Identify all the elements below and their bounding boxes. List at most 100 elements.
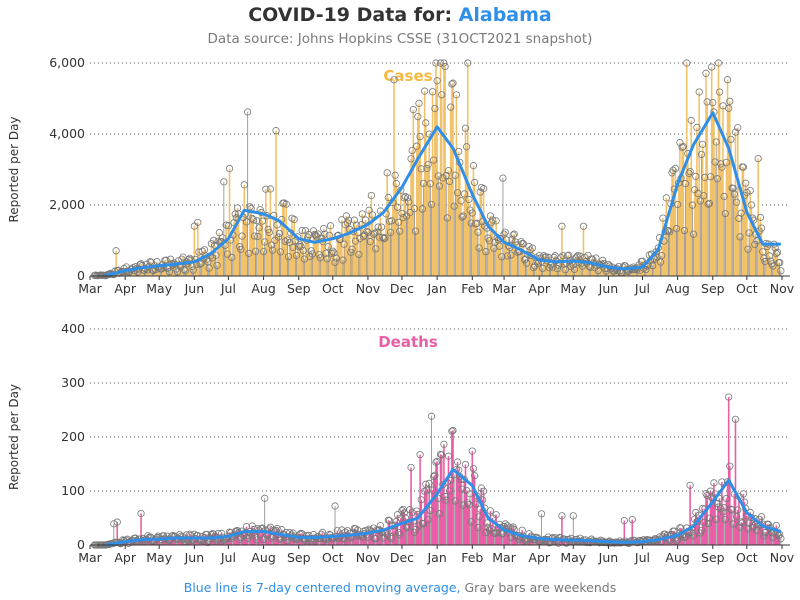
daily-marker [653, 253, 661, 261]
daily-marker [467, 518, 475, 526]
daily-marker [727, 505, 735, 513]
panel-cases: 0 2,000 4,000 6,000 Cases Reported per Day Mar… [7, 55, 795, 296]
daily-marker [642, 265, 650, 274]
daily-marker [489, 216, 497, 224]
daily-marker [212, 251, 220, 259]
daily-marker [495, 242, 504, 250]
daily-marker [381, 234, 389, 242]
daily-marker [373, 228, 381, 236]
daily-marker [315, 251, 323, 259]
daily-marker [475, 244, 483, 252]
daily-marker [714, 503, 723, 511]
daily-marker [432, 59, 440, 67]
daily-marker [451, 497, 459, 505]
daily-marker [751, 240, 759, 249]
daily-marker [324, 243, 332, 251]
daily-marker [396, 227, 404, 235]
y-tick-label: 4,000 [49, 126, 85, 141]
daily-marker [469, 162, 478, 170]
daily-marker [423, 486, 431, 494]
daily-marker [409, 105, 417, 114]
chart-subtitle: Data source: Johns Hopkins CSSE (31OCT20… [207, 31, 593, 47]
daily-marker [569, 512, 577, 520]
daily-marker [718, 163, 726, 171]
daily-marker [426, 180, 434, 188]
daily-marker [727, 135, 735, 144]
daily-marker [292, 251, 301, 259]
daily-marker [733, 198, 741, 206]
daily-marker [448, 80, 456, 88]
daily-marker [702, 489, 710, 498]
daily-marker [739, 163, 748, 171]
daily-marker [350, 216, 358, 224]
x-tick-label: Jun [598, 281, 619, 296]
daily-marker [399, 505, 407, 514]
daily-marker [244, 108, 252, 116]
moving-average-line [105, 467, 782, 547]
daily-marker [738, 519, 746, 527]
daily-marker [332, 254, 340, 262]
daily-marker [225, 164, 234, 173]
daily-marker [460, 190, 468, 198]
daily-marker [498, 530, 506, 538]
daily-marker [423, 164, 431, 172]
daily-marker [470, 178, 479, 187]
daily-marker [467, 219, 475, 227]
x-tick-label: May [146, 281, 172, 296]
x-tick-label: Sep [701, 281, 725, 296]
daily-marker [722, 494, 731, 503]
daily-marker [383, 169, 391, 177]
daily-bars [93, 63, 782, 276]
daily-marker [434, 172, 442, 180]
daily-marker [689, 230, 698, 238]
x-tick-label: Nov [356, 281, 381, 296]
daily-marker [773, 248, 782, 256]
daily-marker [728, 506, 736, 514]
daily-marker [688, 201, 696, 209]
daily-marker [492, 511, 500, 519]
daily-marker [438, 91, 446, 99]
daily-marker [579, 222, 588, 230]
daily-marker [348, 245, 356, 253]
daily-marker [736, 523, 744, 531]
x-tick-label: Jul [634, 550, 650, 565]
daily-marker [539, 264, 547, 273]
x-tick-label: Apr [114, 550, 136, 565]
daily-marker [464, 499, 472, 507]
daily-marker [341, 221, 349, 229]
daily-marker [509, 231, 517, 239]
daily-marker [638, 257, 647, 265]
daily-marker [459, 212, 467, 220]
daily-marker [416, 451, 424, 459]
daily-marker [704, 200, 712, 208]
daily-marker [399, 214, 407, 222]
daily-marker [305, 230, 313, 239]
daily-marker [710, 479, 718, 487]
daily-marker [404, 524, 412, 532]
daily-marker [284, 253, 293, 261]
daily-marker [483, 519, 491, 527]
daily-marker [726, 97, 734, 105]
daily-marker [681, 180, 690, 188]
chart-title: COVID-19 Data for: Alabama [0, 4, 800, 26]
daily-marker [558, 222, 566, 230]
x-tick-label: Apr [528, 281, 550, 296]
daily-marker [537, 510, 546, 518]
x-tick-label: Dec [390, 281, 414, 296]
daily-marker [687, 116, 695, 124]
daily-marker [272, 127, 280, 135]
daily-marker [424, 161, 432, 169]
daily-marker [339, 256, 347, 264]
daily-marker [777, 267, 785, 275]
daily-marker [671, 164, 679, 172]
daily-marker [501, 228, 509, 236]
daily-marker [685, 169, 693, 177]
daily-marker [333, 527, 341, 535]
daily-marker [342, 212, 350, 220]
daily-marker [259, 248, 268, 256]
daily-marker [716, 88, 724, 96]
daily-marker [427, 200, 436, 209]
daily-marker [486, 507, 495, 515]
daily-marker [651, 255, 659, 263]
x-tick-label: Nov [770, 281, 795, 296]
